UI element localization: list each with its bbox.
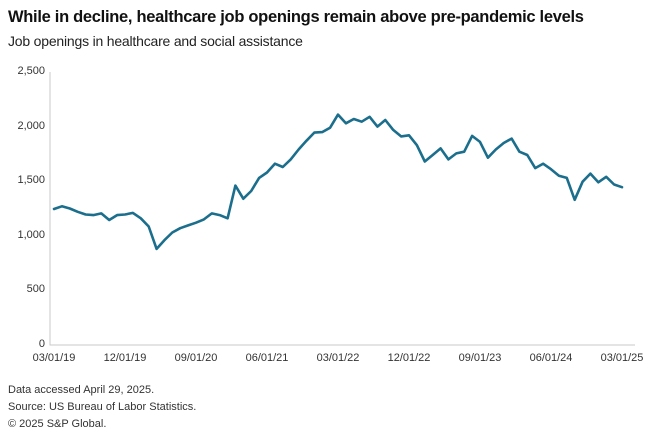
x-tick-label: 03/01/19 — [32, 352, 76, 364]
job-openings-series-line — [52, 113, 624, 251]
x-tick-label: 06/01/21 — [245, 352, 289, 364]
footnote-source: Source: US Bureau of Labor Statistics. — [8, 401, 197, 413]
chart-footnotes: Data accessed April 29, 2025. Source: US… — [8, 384, 196, 435]
axis-lines — [49, 72, 635, 346]
x-tick-label: 03/01/25 — [600, 352, 644, 364]
x-tick-label: 09/01/20 — [174, 352, 218, 364]
footnote-copyright: © 2025 S&P Global. — [8, 418, 107, 430]
chart-subtitle: Job openings in healthcare and social as… — [8, 33, 303, 49]
x-tick-label: 06/01/24 — [529, 352, 573, 364]
footnote-data-accessed: Data accessed April 29, 2025. — [8, 384, 155, 396]
y-tick-label: 500 — [26, 283, 45, 296]
y-tick-label: 2,000 — [17, 119, 45, 132]
y-tick-label: 2,500 — [17, 65, 45, 77]
y-tick-label: 1,000 — [17, 228, 45, 241]
x-tick-label: 12/01/22 — [387, 352, 431, 364]
x-tick-label: 09/01/23 — [458, 352, 502, 364]
x-tick-label: 03/01/22 — [316, 352, 360, 364]
y-tick-label: 1,500 — [17, 174, 45, 187]
y-tick-label: 0 — [38, 338, 45, 350]
chart-title: While in decline, healthcare job opening… — [8, 8, 584, 26]
x-tick-label: 12/01/19 — [103, 352, 147, 364]
